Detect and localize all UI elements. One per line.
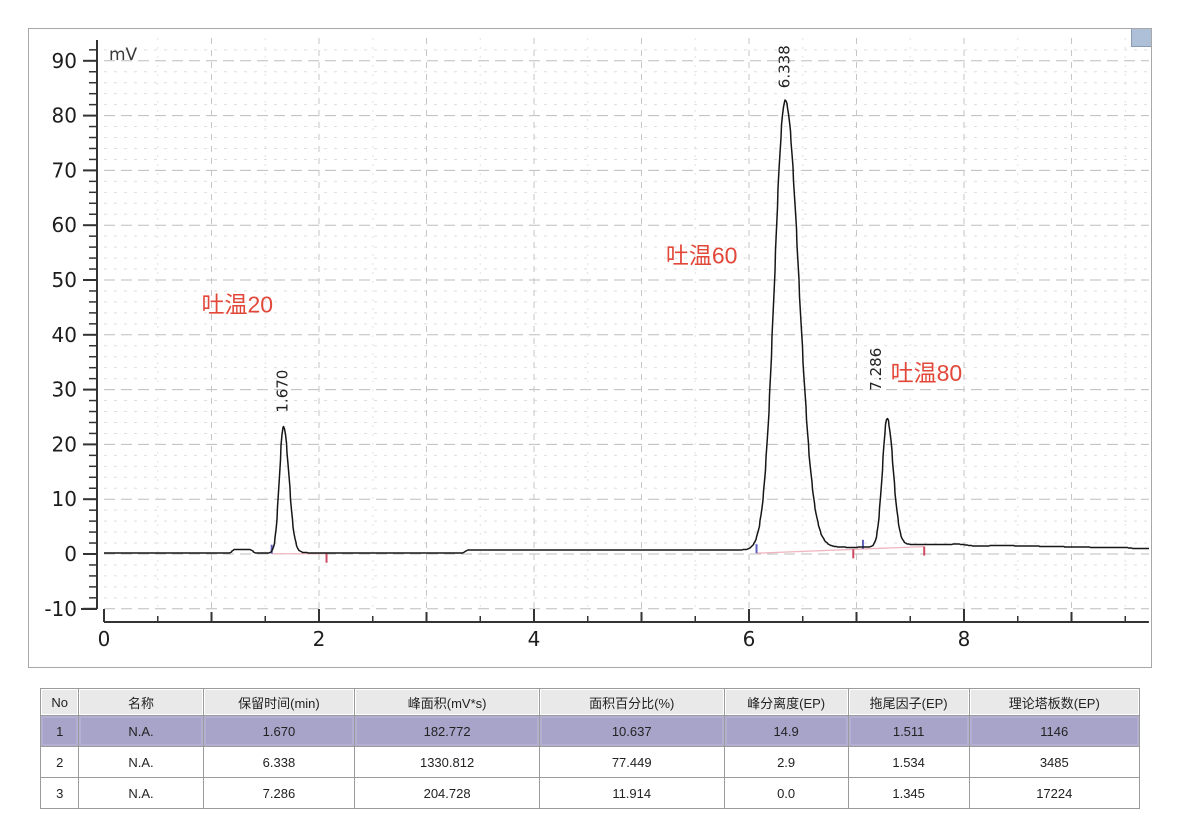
table-cell: 1.670 [202,715,356,747]
y-tick-label: 0 [64,542,77,566]
table-cell: 1330.812 [354,746,540,778]
table-cell: N.A. [78,715,204,747]
x-tick-label: 6 [743,627,756,651]
chromatogram-panel: -10 0 10 20 30 40 50 60 70 80 90 0 2 4 6 8 mV 1.670 6.338 7… [28,28,1152,668]
table-cell: 3 [39,777,80,809]
scroll-corner[interactable] [1131,29,1151,47]
table-cell: N.A. [78,746,204,778]
x-tick-label: 0 [98,627,111,651]
table-cell: 1 [39,715,80,747]
table-row[interactable]: 1 N.A. 1.670 182.772 10.637 14.9 1.511 1146 [39,715,1141,747]
column-header[interactable]: 峰分离度(EP) [723,688,849,716]
x-tick-label: 8 [958,627,971,651]
table-cell: 2.9 [723,746,849,778]
table-cell: 1.345 [847,777,970,809]
x-tick-label: 2 [313,627,326,651]
column-header[interactable]: 名称 [78,688,204,716]
peak-rt-label: 1.670 [274,370,292,413]
table-cell: 2 [39,746,80,778]
table-cell: N.A. [78,777,204,809]
chromatogram-trace [104,99,1149,554]
y-tick-label: 10 [52,487,77,511]
peak-rt-label: 7.286 [867,348,885,391]
table-header-row: No 名称 保留时间(min) 峰面积(mV*s) 面积百分比(%) 峰分离度(EP) 拖尾… [39,688,1141,716]
integration-baseline [756,545,925,554]
column-header[interactable]: 理论塔板数(EP) [968,688,1141,716]
column-header[interactable]: 面积百分比(%) [538,688,725,716]
chromatogram-plot[interactable]: -10 0 10 20 30 40 50 60 70 80 90 0 2 4 6 8 mV 1.670 6.338 7… [29,29,1151,667]
peak-annotation-label: 吐温80 [891,360,963,386]
table-cell: 1146 [968,715,1141,747]
y-tick-label: -10 [44,597,77,621]
table-cell: 17224 [968,777,1141,809]
peak-rt-label: 6.338 [775,45,793,88]
y-tick-label: 50 [52,268,77,292]
column-header[interactable]: No [39,688,80,716]
y-tick-label: 20 [52,432,77,456]
peak-annotation-label: 吐温20 [202,292,274,318]
table-cell: 182.772 [354,715,540,747]
y-tick-label: 80 [52,104,77,128]
table-row[interactable]: 3 N.A. 7.286 204.728 11.914 0.0 1.345 17224 [39,777,1141,809]
column-header[interactable]: 拖尾因子(EP) [847,688,970,716]
table-cell: 1.534 [847,746,970,778]
table-row[interactable]: 2 N.A. 6.338 1330.812 77.449 2.9 1.534 3485 [39,746,1141,778]
table-cell: 14.9 [723,715,849,747]
table-cell: 10.637 [538,715,725,747]
y-tick-label: 60 [52,213,77,237]
y-tick-label: 40 [52,323,77,347]
table-cell: 6.338 [202,746,356,778]
table-cell: 11.914 [538,777,725,809]
table-cell: 1.511 [847,715,970,747]
table-cell: 77.449 [538,746,725,778]
table-cell: 3485 [968,746,1141,778]
table-cell: 0.0 [723,777,849,809]
table-cell: 204.728 [354,777,540,809]
peak-results-table: No 名称 保留时间(min) 峰面积(mV*s) 面积百分比(%) 峰分离度(EP) 拖尾… [39,688,1141,809]
y-tick-label: 90 [52,49,77,73]
column-header[interactable]: 峰面积(mV*s) [354,688,540,716]
peak-annotation-label: 吐温60 [666,242,738,268]
column-header[interactable]: 保留时间(min) [202,688,356,716]
y-tick-label: 70 [52,158,77,182]
x-tick-label: 4 [528,627,541,651]
y-unit-label: mV [109,45,138,65]
y-tick-label: 30 [52,378,77,402]
table-cell: 7.286 [202,777,356,809]
